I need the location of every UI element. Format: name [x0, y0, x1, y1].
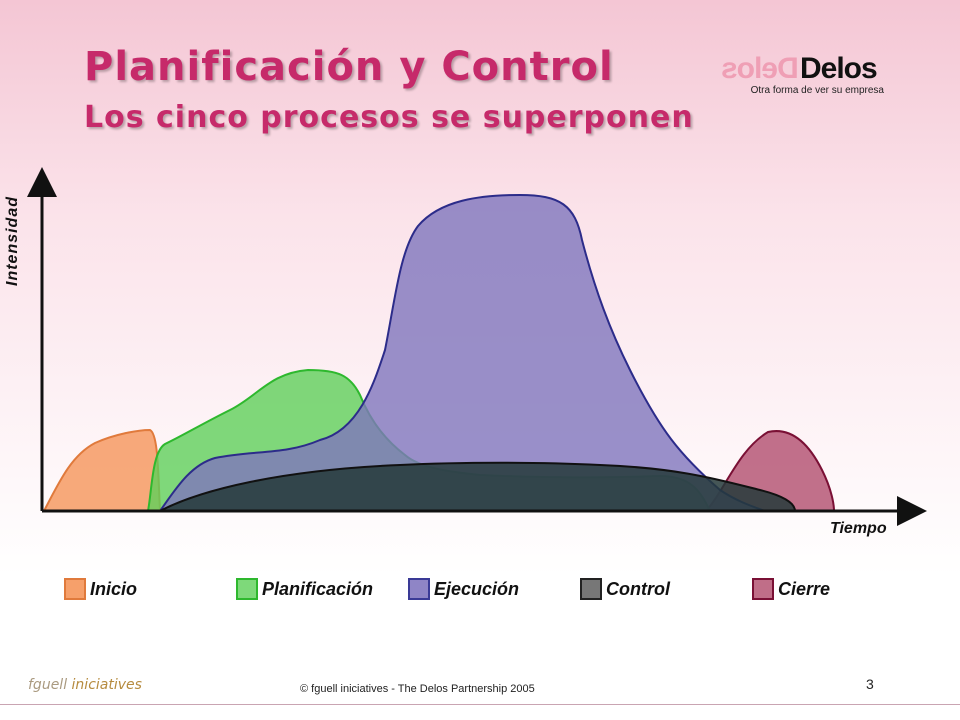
- delos-logo: Delos Delos Otra forma de ver su empresa: [722, 52, 892, 102]
- footer-copyright: © fguell iniciatives - The Delos Partner…: [300, 683, 535, 695]
- x-axis-label: Tiempo: [830, 520, 887, 537]
- legend-swatch-cierre: [752, 578, 774, 600]
- footer-divider: [0, 704, 960, 705]
- legend-swatch-inicio: [64, 578, 86, 600]
- y-axis-label: Intensidad: [4, 195, 21, 286]
- legend-item-cierre: Cierre: [752, 578, 830, 600]
- legend-label-ejecucion: Ejecución: [434, 578, 520, 599]
- slide-title: Planificación y Control: [84, 44, 614, 90]
- legend-item-ejecucion: Ejecución: [408, 578, 519, 600]
- legend-swatch-planificacion: [236, 578, 258, 600]
- footer-brand: fguell iniciatives: [28, 677, 142, 693]
- legend-item-control: Control: [580, 578, 670, 600]
- legend-label-cierre: Cierre: [778, 578, 831, 599]
- control-area: [159, 461, 797, 512]
- page-number: 3: [866, 676, 874, 692]
- legend-swatch-ejecucion: [408, 578, 430, 600]
- footer-brand-b: iniciatives: [71, 677, 142, 693]
- inicio-area: [42, 428, 162, 512]
- ejecucion-area: [158, 193, 766, 512]
- slide-subtitle: Los cinco procesos se superponen: [84, 100, 694, 135]
- legend-label-control: Control: [606, 578, 670, 599]
- legend-swatch-control: [580, 578, 602, 600]
- legend-label-inicio: Inicio: [90, 578, 138, 599]
- logo-main-text: Delos: [800, 52, 878, 85]
- legend-item-planificacion: Planificación: [236, 578, 373, 600]
- logo-tagline: Otra forma de ver su empresa: [750, 85, 884, 96]
- legend-label-planificacion: Planificación: [262, 578, 374, 599]
- footer-brand-a: fguell: [28, 677, 68, 693]
- legend-item-inicio: Inicio: [64, 578, 137, 600]
